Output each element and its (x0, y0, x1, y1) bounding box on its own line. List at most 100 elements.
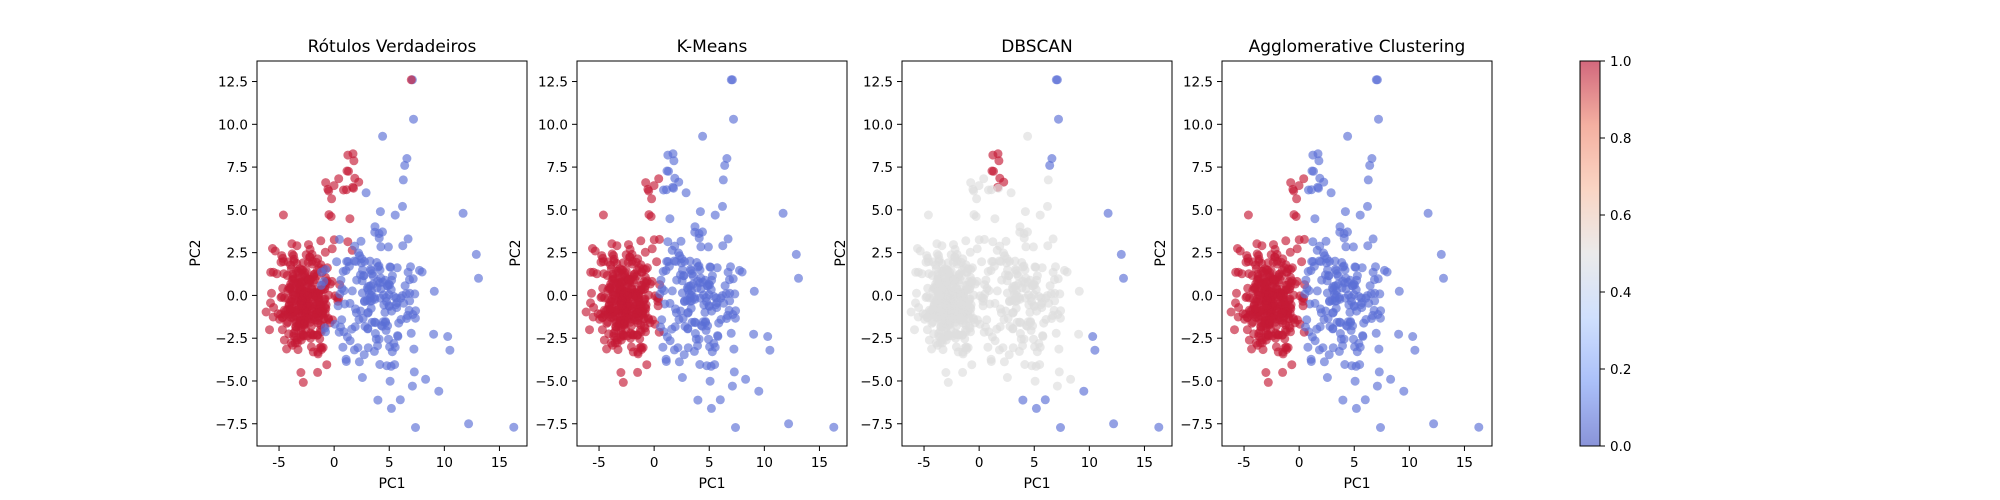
scatter-point (683, 308, 693, 318)
scatter-point (341, 354, 351, 364)
scatter-point (290, 291, 300, 301)
y-tick-label: 10.0 (863, 117, 893, 133)
scatter-point (586, 298, 595, 308)
scatter-point (984, 185, 993, 195)
scatter-point (735, 265, 744, 275)
scatter-point (1292, 244, 1302, 254)
scatter-point (320, 247, 330, 257)
scatter-point (1231, 298, 1240, 308)
scatter-point (1363, 201, 1372, 211)
scatter-point (635, 343, 645, 353)
scatter-point (1302, 315, 1312, 325)
scatter-point (942, 296, 952, 305)
scatter-point (357, 276, 367, 286)
scatter-point (727, 381, 737, 391)
x-tick-label: 10 (1081, 455, 1098, 471)
scatter-point (347, 324, 357, 334)
scatter-point (1281, 236, 1291, 246)
scatter-point (1116, 249, 1126, 259)
scatter-point (1032, 347, 1042, 357)
colorbar-tick-label: 0.4 (1610, 285, 1631, 301)
scatter-point (1365, 160, 1375, 170)
y-tick-label: −2.5 (860, 331, 893, 347)
scatter-point (1041, 315, 1051, 324)
scatter-point (612, 241, 622, 251)
scatter-point (1006, 188, 1016, 198)
panel-kmeans: -5 0 5 10 15 −7.5 −5.0 −2.5 0.0 2.5 5.0 7.5 10.0 12.… (508, 37, 848, 492)
scatter-point (941, 368, 951, 377)
scatter-point (990, 298, 1000, 308)
scatter-point (656, 322, 665, 332)
scatter-point (633, 367, 643, 377)
scatter-point (1351, 361, 1361, 371)
scatter-point (597, 325, 607, 335)
x-tick-label: 10 (756, 455, 773, 471)
panel-title: K-Means (677, 37, 748, 57)
scatter-point (1066, 374, 1076, 384)
scatter-point (1376, 423, 1385, 432)
scatter-point (654, 234, 664, 244)
scatter-point (677, 373, 687, 382)
scatter-point (336, 275, 346, 285)
scatter-point (1439, 273, 1448, 283)
scatter-point (313, 367, 323, 377)
scatter-point (1343, 131, 1353, 141)
scatter-point (458, 208, 468, 218)
scatter-point (1299, 234, 1309, 244)
scatter-point (1264, 316, 1274, 326)
scatter-point (652, 257, 662, 267)
scatter-point (354, 357, 364, 367)
scatter-point (1264, 331, 1274, 341)
scatter-point (667, 286, 677, 296)
scatter-point (1301, 275, 1311, 285)
scatter-point (647, 194, 657, 204)
scatter-point (958, 367, 968, 377)
y-ticks: −7.5 −5.0 −2.5 0.0 2.5 5.0 7.5 10.0 12.5 (535, 75, 577, 433)
scatter-point (1306, 354, 1316, 364)
scatter-point (1008, 308, 1018, 318)
scatter-point (1312, 324, 1322, 334)
scatter-point (327, 194, 337, 204)
scatter-point (670, 241, 680, 251)
scatter-point (1335, 318, 1345, 328)
scatter-point (404, 305, 414, 315)
scatter-point (669, 183, 678, 193)
y-ticks: −7.5 −5.0 −2.5 0.0 2.5 5.0 7.5 10.0 12.5 (860, 75, 902, 433)
scatter-point (421, 374, 431, 384)
scatter-point (298, 377, 308, 387)
scatter-point (1074, 286, 1084, 296)
scatter-point (1002, 373, 1012, 382)
colorbar: 0.0 0.2 0.4 0.6 0.8 1.0 (1579, 54, 1631, 455)
scatter-point (278, 312, 288, 322)
y-axis-label: PC2 (508, 239, 524, 266)
scatter-point (1060, 265, 1069, 275)
scatter-point (294, 268, 304, 278)
scatter-point (1020, 265, 1030, 275)
scatter-point (1233, 244, 1242, 253)
scatter-point (722, 154, 732, 163)
scatter-point (1369, 305, 1379, 315)
scatter-point (345, 336, 355, 346)
scatter-point (953, 292, 963, 302)
panel-title: DBSCAN (1001, 37, 1072, 57)
scatter-point (410, 289, 420, 299)
scatter-point (351, 257, 361, 266)
scatter-point (1303, 342, 1313, 352)
scatter-point (661, 354, 671, 364)
scatter-point (749, 286, 759, 296)
scatter-point (707, 271, 717, 281)
scatter-point (445, 345, 455, 355)
scatter-point (596, 257, 606, 267)
scatter-point (1043, 175, 1053, 185)
scatter-point (299, 331, 309, 341)
scatter-point (338, 342, 348, 352)
scatter-point (731, 423, 740, 432)
scatter-point (1371, 262, 1380, 272)
scatter-point (695, 265, 705, 275)
scatter-point (1372, 381, 1382, 391)
x-tick-label: -5 (592, 455, 605, 471)
scatter-point (998, 343, 1008, 353)
scatter-point (471, 249, 481, 259)
scatter-point (1314, 183, 1323, 193)
scatter-point (641, 300, 651, 310)
